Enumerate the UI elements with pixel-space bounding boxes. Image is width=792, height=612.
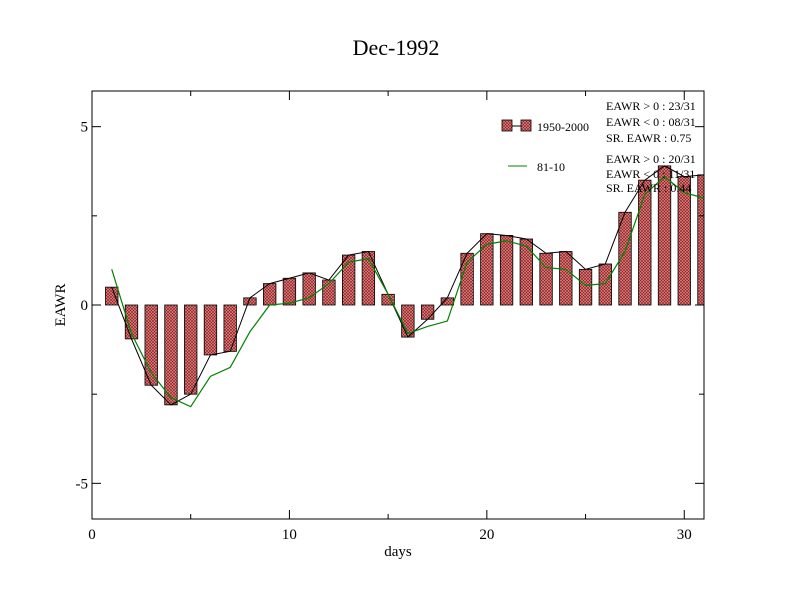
stats-block-1950-2000: EAWR > 0 : 23/31 EAWR < 0 : 08/31 SR. EA… xyxy=(606,99,696,145)
stat-negative-1950-2000: EAWR < 0 : 08/31 xyxy=(606,115,696,129)
y-axis-label: EAWR xyxy=(53,284,69,327)
bar-day-23 xyxy=(539,252,553,306)
legend-swatch-1950-2000-right xyxy=(520,119,532,132)
bar-outline-line xyxy=(111,165,705,406)
bar-day-22 xyxy=(519,238,533,306)
y-tick-label-5: 5 xyxy=(81,120,89,136)
legend-label-81-10: 81-10 xyxy=(537,160,565,174)
bar-day-1 xyxy=(105,286,119,306)
x-tick-label-30: 30 xyxy=(677,527,692,543)
bar-day-18 xyxy=(440,297,455,306)
bar-day-7 xyxy=(223,304,237,352)
legend-item-81-10: 81-10 xyxy=(508,160,565,174)
bar-day-10 xyxy=(282,277,297,306)
bar-day-17 xyxy=(420,304,435,320)
bar-day-24 xyxy=(559,251,573,306)
stats-block-81-10: EAWR > 0 : 20/31 EAWR < 0 : 11/31 SR. EA… xyxy=(606,152,696,195)
chart-title: Dec-1992 xyxy=(353,35,440,60)
bar-day-4 xyxy=(164,304,178,406)
stat-ratio-1950-2000: SR. EAWR : 0.75 xyxy=(606,131,691,145)
y-axis-ticks: -5 0 5 xyxy=(76,120,704,492)
bar-day-6 xyxy=(203,304,218,356)
legend: 1950-2000 81-10 xyxy=(501,119,589,174)
stat-negative-81-10: EAWR < 0 : 11/31 xyxy=(606,167,695,181)
x-axis-label: days xyxy=(384,544,412,560)
stat-positive-81-10: EAWR > 0 : 20/31 xyxy=(606,152,696,166)
bar-day-11 xyxy=(302,272,316,306)
y-tick-label-0: 0 xyxy=(81,298,89,314)
bar-values-line xyxy=(111,165,705,406)
x-tick-label-20: 20 xyxy=(479,527,494,543)
bar-day-30 xyxy=(677,176,691,306)
bar-day-21 xyxy=(499,235,514,306)
bar-day-25 xyxy=(578,268,593,306)
x-tick-label-10: 10 xyxy=(282,527,297,543)
legend-label-1950-2000: 1950-2000 xyxy=(537,120,589,134)
line-series-81-10 xyxy=(111,175,705,408)
bar-day-31 xyxy=(697,174,705,306)
legend-item-1950-2000: 1950-2000 xyxy=(501,119,589,134)
bar-day-28 xyxy=(638,179,652,306)
x-tick-label-0: 0 xyxy=(88,527,96,543)
bar-day-19 xyxy=(460,252,474,306)
bar-day-5 xyxy=(184,304,198,395)
line-81-10-path xyxy=(111,175,705,408)
bar-series-1950-2000 xyxy=(105,165,705,406)
legend-swatch-1950-2000-left xyxy=(501,119,513,132)
stat-ratio-81-10: SR. EAWR : 0.44 xyxy=(606,181,691,195)
stat-positive-1950-2000: EAWR > 0 : 23/31 xyxy=(606,99,696,113)
x-axis-ticks: 0 10 20 30 xyxy=(88,91,692,543)
y-tick-label--5: -5 xyxy=(76,476,89,492)
